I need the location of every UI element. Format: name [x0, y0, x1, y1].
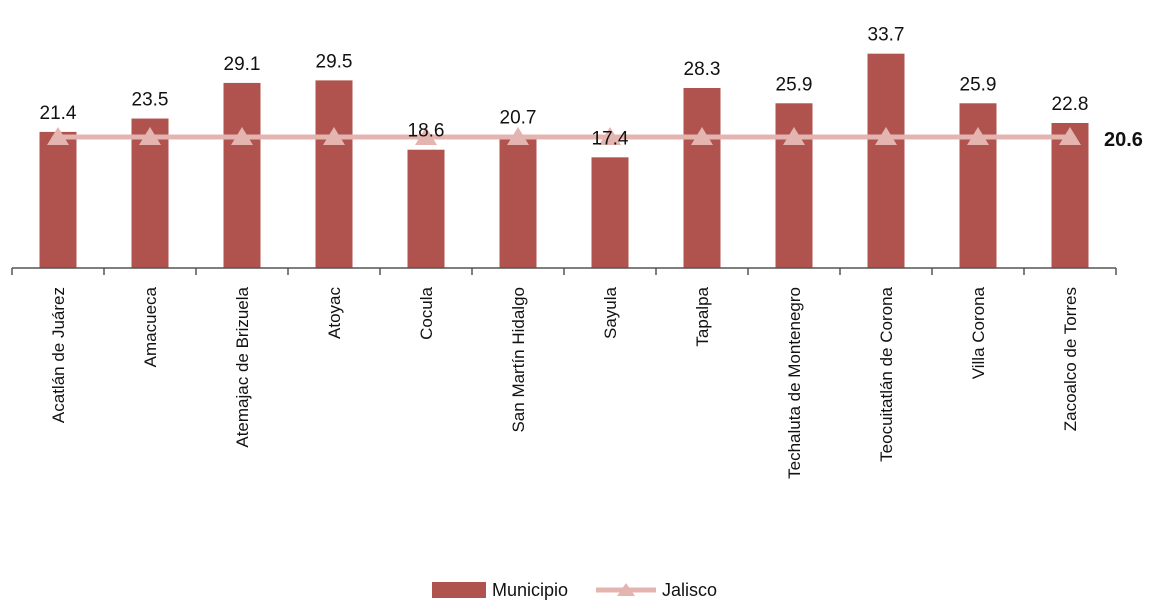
jalisco-marker — [783, 126, 805, 145]
legend-bar-swatch — [431, 582, 486, 598]
jalisco-marker — [691, 126, 713, 145]
value-label: 29.1 — [224, 54, 261, 75]
bar-7 — [591, 157, 629, 268]
value-label: 18.6 — [408, 121, 445, 142]
value-label: 25.9 — [960, 74, 997, 95]
x-axis — [11, 267, 1117, 275]
category-label: Sayula — [601, 286, 620, 339]
category-label: Amacueca — [141, 286, 160, 367]
value-label: 23.5 — [132, 90, 169, 111]
jalisco-marker — [599, 126, 621, 145]
category-label: Cocula — [417, 286, 436, 339]
value-label: 22.8 — [1052, 94, 1089, 115]
jalisco-marker — [231, 126, 253, 145]
jalisco-marker — [47, 126, 69, 145]
value-label: 29.5 — [316, 51, 353, 72]
legend: Municipio Jalisco — [0, 578, 1149, 602]
jalisco-marker — [875, 126, 897, 145]
value-label: 21.4 — [40, 103, 77, 124]
legend-line-swatch — [596, 583, 656, 596]
chart: 21.4 23.5 29.1 29.5 18.6 20.7 17.4 28.3 25.9 33.7… — [11, 25, 1143, 479]
legend-item-municipio: Municipio — [431, 579, 568, 601]
jalisco-marker — [507, 126, 529, 145]
jalisco-marker — [415, 126, 437, 145]
category-label: Atemajac de Brizuela — [233, 286, 252, 447]
value-label: 28.3 — [684, 59, 721, 80]
bar-12 — [1051, 122, 1089, 268]
jalisco-end-label: 20.6 — [1104, 129, 1143, 151]
jalisco-marker — [1059, 126, 1081, 145]
legend-label-municipio: Municipio — [491, 579, 568, 600]
value-label: 25.9 — [776, 74, 813, 95]
category-label: Teocuitatlán de Corona — [877, 286, 896, 461]
category-label: Acatlán de Juárez — [49, 287, 68, 423]
category-label: Techaluta de Montenegro — [785, 287, 804, 479]
legend-label-jalisco: Jalisco — [662, 579, 718, 600]
category-labels-layer: Acatlán de Juárez Amacueca Atemajac de Bri… — [49, 286, 1080, 478]
jalisco-marker — [967, 126, 989, 145]
jalisco-marker — [323, 126, 345, 145]
bar-5 — [407, 149, 445, 268]
jalisco-line-layer — [47, 126, 1081, 145]
legend-item-jalisco: Jalisco — [596, 580, 717, 601]
value-labels-layer: 21.4 23.5 29.1 29.5 18.6 20.7 17.4 28.3 25.9 33.7… — [40, 25, 1089, 150]
category-label: Tapalpa — [693, 286, 712, 346]
bar-3 — [223, 82, 261, 268]
bar-6 — [499, 136, 537, 268]
value-label: 20.7 — [500, 107, 537, 128]
bar-10 — [867, 53, 905, 268]
category-label: Zacoalco de Torres — [1061, 287, 1080, 431]
category-label: San Martín Hidalgo — [509, 287, 528, 433]
bar-8 — [683, 88, 721, 269]
value-label: 17.4 — [592, 128, 629, 149]
jalisco-marker — [139, 126, 161, 145]
bars-layer — [39, 53, 1089, 269]
bar-1 — [39, 131, 77, 268]
category-label: Atoyac — [325, 287, 344, 339]
value-label: 33.7 — [868, 25, 905, 46]
bar-4 — [315, 80, 353, 268]
category-label: Villa Corona — [969, 286, 988, 379]
